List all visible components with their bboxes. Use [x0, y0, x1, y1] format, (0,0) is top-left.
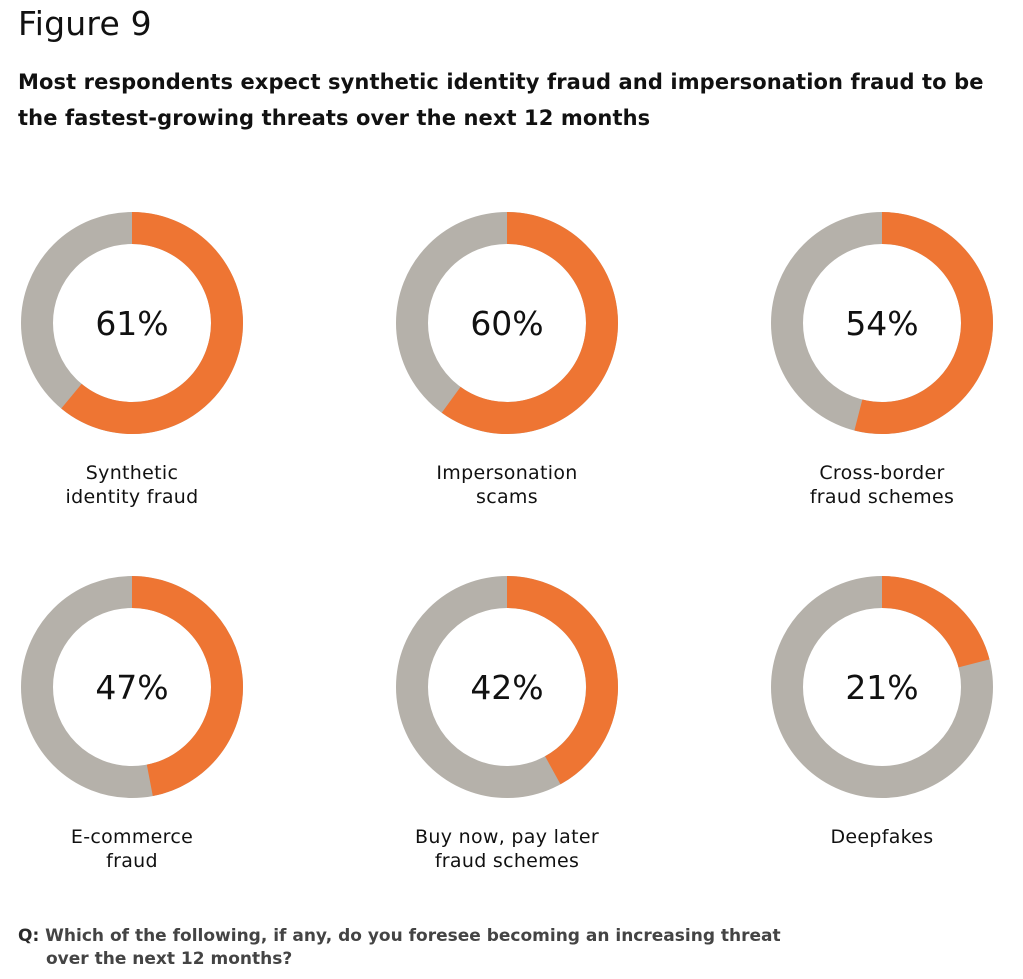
donut-value-arc-cross-border-fraud-schemes — [854, 212, 993, 434]
donut-category-label-e-commerce-fraud: E-commerce fraud — [70, 826, 194, 872]
donut-category-label-impersonation-scams: Impersonation scams — [436, 462, 578, 508]
donut-synthetic-identity-fraud: 61% — [21, 212, 243, 434]
figure-label: Figure 9 — [18, 4, 152, 43]
donut-category-label-cross-border-fraud-schemes: Cross-border fraud schemes — [809, 462, 955, 508]
donut-category-label-deepfakes: Deepfakes — [830, 826, 934, 848]
donut-impersonation-scams: 60% — [396, 212, 618, 434]
donut-value-arc-buy-now-pay-later-fraud-schemes — [506, 576, 618, 785]
donut-e-commerce-fraud: 47% — [21, 576, 243, 798]
question-line-1: Which of the following, if any, do you f… — [45, 926, 781, 946]
donut-value-label-buy-now-pay-later-fraud-schemes: 42% — [470, 668, 543, 707]
donut-cross-border-fraud-schemes: 54% — [771, 212, 993, 434]
donut-value-label-impersonation-scams: 60% — [470, 304, 543, 343]
donut-value-label-cross-border-fraud-schemes: 54% — [845, 304, 918, 343]
question-prefix: Q: — [18, 926, 40, 946]
donut-value-label-e-commerce-fraud: 47% — [95, 668, 168, 707]
question-line-2: over the next 12 months? — [46, 949, 293, 969]
donut-value-arc-e-commerce-fraud — [131, 576, 243, 797]
donut-value-label-synthetic-identity-fraud: 61% — [95, 304, 168, 343]
donut-value-label-deepfakes: 21% — [845, 668, 918, 707]
chart-title: Most respondents expect synthetic identi… — [18, 70, 984, 130]
donut-deepfakes: 21% — [771, 576, 993, 798]
donut-value-arc-synthetic-identity-fraud — [61, 212, 243, 434]
survey-question: Q: Which of the following, if any, do yo… — [18, 925, 918, 971]
donut-category-label-buy-now-pay-later-fraud-schemes: Buy now, pay later fraud schemes — [415, 826, 599, 872]
donut-buy-now-pay-later-fraud-schemes: 42% — [396, 576, 618, 798]
donut-category-label-synthetic-identity-fraud: Synthetic identity fraud — [65, 462, 199, 508]
donut-value-arc-deepfakes — [881, 576, 990, 668]
donut-value-arc-impersonation-scams — [441, 212, 618, 434]
